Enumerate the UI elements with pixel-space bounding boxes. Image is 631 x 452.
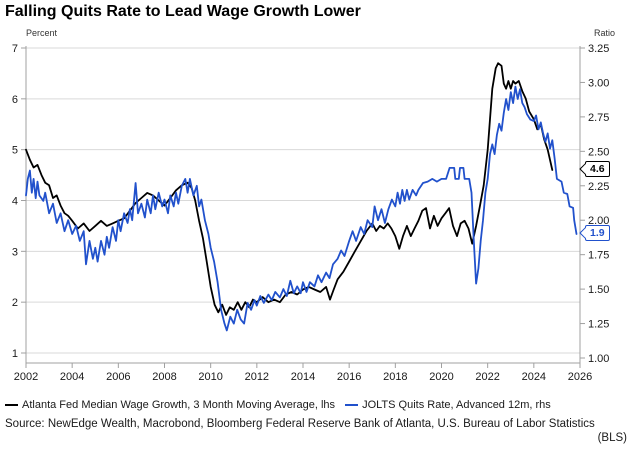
right-tick-label: 2.50 <box>588 146 609 158</box>
wage-growth-line <box>25 62 554 316</box>
legend-item-quits-rate: JOLTS Quits Rate, Advanced 12m, rhs <box>345 399 551 411</box>
right-tick-label: 3.25 <box>588 43 609 55</box>
chart-title: Falling Quits Rate to Lead Wage Growth L… <box>5 3 361 20</box>
x-tick-label: 2014 <box>291 371 315 383</box>
x-tick-label: 2012 <box>245 371 269 383</box>
left-tick-label: 5 <box>12 145 18 157</box>
wage-growth-end-value-callout: 4.6 <box>585 161 610 177</box>
wage-growth-legend-label: Atlanta Fed Median Wage Growth, 3 Month … <box>22 399 336 411</box>
right-tick-label: 3.00 <box>588 77 609 89</box>
legend-item-wage-growth: Atlanta Fed Median Wage Growth, 3 Month … <box>5 399 335 411</box>
left-tick-label: 7 <box>12 43 18 55</box>
source-text: Source: NewEdge Wealth, Macrobond, Bloom… <box>5 418 595 430</box>
left-tick-label: 2 <box>12 297 18 309</box>
right-tick-label: 1.25 <box>588 319 609 331</box>
x-tick-label: 2018 <box>383 371 407 383</box>
x-tick-label: 2006 <box>106 371 130 383</box>
right-tick-label: 2.75 <box>588 112 609 124</box>
left-tick-label: 3 <box>12 246 18 258</box>
x-tick-label: 2008 <box>152 371 176 383</box>
legend: Atlanta Fed Median Wage Growth, 3 Month … <box>5 399 551 411</box>
x-tick-label: 2010 <box>198 371 222 383</box>
x-tick-label: 2004 <box>60 371 84 383</box>
left-tick-label: 6 <box>12 94 18 106</box>
left-tick-label: 4 <box>12 196 18 208</box>
right-tick-label: 1.50 <box>588 284 609 296</box>
x-tick-label: 2026 <box>568 371 592 383</box>
right-tick-label: 2.25 <box>588 181 609 193</box>
right-tick-label: 1.00 <box>588 353 609 365</box>
x-tick-label: 2020 <box>429 371 453 383</box>
right-axis-unit-label: Ratio <box>593 28 615 38</box>
quits-rate-legend-label: JOLTS Quits Rate, Advanced 12m, rhs <box>362 399 551 411</box>
source-text-bls: (BLS) <box>597 432 627 444</box>
wage-growth-legend-dash-icon <box>5 403 18 407</box>
x-tick-label: 2002 <box>14 371 38 383</box>
quits-rate-legend-dash-icon <box>345 403 359 407</box>
left-axis-unit-label: Percent <box>26 28 58 38</box>
quits-rate-end-value-callout: 1.9 <box>585 225 610 241</box>
right-tick-label: 1.75 <box>588 250 609 262</box>
left-tick-label: 1 <box>12 348 18 360</box>
x-tick-label: 2024 <box>522 371 546 383</box>
quits-rate-line <box>25 85 578 332</box>
x-tick-label: 2016 <box>337 371 361 383</box>
x-tick-label: 2022 <box>475 371 499 383</box>
